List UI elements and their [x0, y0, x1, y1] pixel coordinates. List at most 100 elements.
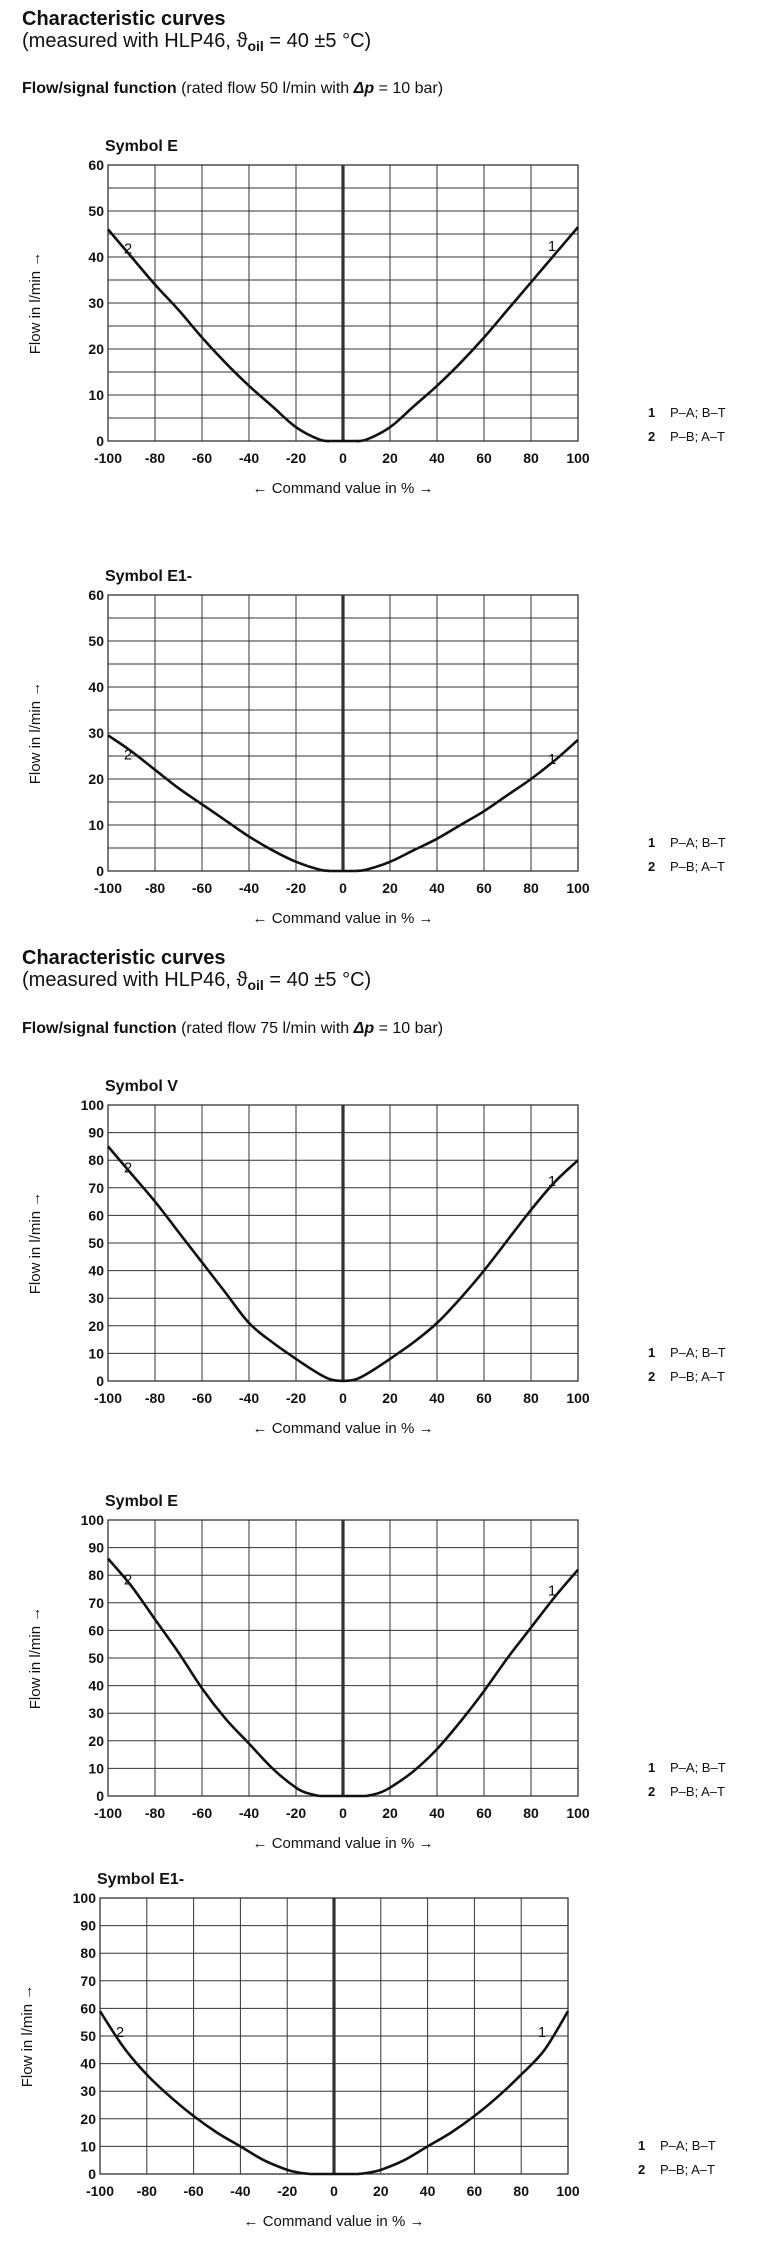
- x-tick-label: -80: [145, 1390, 165, 1406]
- legend-item: 2 P–B; A–T: [638, 2158, 716, 2182]
- x-tick-label: 0: [330, 2183, 338, 2199]
- y-tick-label: 50: [88, 1235, 104, 1251]
- legend-label: P–A; B–T: [670, 1760, 726, 1775]
- x-tick-label: 80: [523, 450, 539, 466]
- series-line-1: [354, 738, 579, 873]
- y-tick-label: 10: [88, 1760, 104, 1776]
- x-tick-label: 20: [382, 450, 398, 466]
- legend: 1 P–A; B–T 2 P–B; A–T: [638, 2134, 716, 2182]
- legend-number: 1: [638, 2138, 646, 2153]
- legend: 1 P–A; B–T 2 P–B; A–T: [648, 831, 726, 879]
- y-tick-label: 90: [88, 1125, 104, 1141]
- legend-item: 1 P–A; B–T: [638, 2134, 716, 2158]
- legend-label: P–A; B–T: [670, 405, 726, 420]
- y-axis-label: Flow in l/min →: [27, 1607, 44, 1710]
- series-line-1: [354, 226, 579, 443]
- x-tick-label: 100: [566, 880, 590, 896]
- y-axis-label: Flow in l/min →: [27, 1192, 44, 1295]
- legend-label: P–A; B–T: [670, 835, 726, 850]
- y-tick-label: 80: [88, 1152, 104, 1168]
- x-tick-label: 60: [476, 1390, 492, 1406]
- x-tick-label: 20: [382, 880, 398, 896]
- x-tick-label: -40: [239, 1805, 259, 1821]
- function-heading: Flow/signal function (rated flow 75 l/mi…: [22, 1020, 444, 1037]
- series-line-1: [342, 1159, 579, 1383]
- y-tick-label: 60: [88, 1622, 104, 1638]
- y-axis-label: Flow in l/min →: [19, 1985, 36, 2088]
- y-tick-label: 10: [80, 2138, 96, 2154]
- series-line-2: [107, 228, 332, 443]
- y-tick-label: 20: [88, 1733, 104, 1749]
- y-tick-label: 20: [88, 771, 104, 787]
- series-label-2: 2: [124, 746, 132, 763]
- legend-number: 1: [648, 835, 656, 850]
- y-tick-label: 50: [88, 203, 104, 219]
- legend-item: 2 P–B; A–T: [648, 1780, 726, 1804]
- x-tick-label: 20: [382, 1390, 398, 1406]
- function-heading: Flow/signal function (rated flow 50 l/mi…: [22, 80, 444, 97]
- series-label-2: 2: [124, 1572, 132, 1589]
- series-line-2: [107, 1557, 320, 1798]
- x-tick-label: 40: [429, 1805, 445, 1821]
- legend: 1 P–A; B–T 2 P–B; A–T: [648, 1756, 726, 1804]
- legend-number: 2: [648, 429, 656, 444]
- x-tick-label: -60: [192, 1390, 212, 1406]
- legend-number: 2: [648, 1369, 656, 1384]
- x-tick-label: 100: [566, 1390, 590, 1406]
- legend-item: 2 P–B; A–T: [648, 425, 726, 449]
- y-tick-label: 0: [96, 433, 104, 449]
- y-tick-label: 50: [88, 633, 104, 649]
- legend-number: 1: [648, 1760, 656, 1775]
- x-tick-label: -40: [239, 450, 259, 466]
- y-axis-label: Flow in l/min →: [27, 682, 44, 785]
- y-tick-label: 30: [80, 2083, 96, 2099]
- chart-svg: Symbol E -100 -80 -60 -40 -20 0 20 40 60 80 100 0 10 2…: [27, 138, 590, 497]
- y-tick-label: 20: [88, 1318, 104, 1334]
- x-tick-label: -60: [183, 2183, 203, 2199]
- section-subtitle: (measured with HLP46, ϑoil = 40 ±5 °C): [22, 30, 372, 54]
- y-tick-label: 100: [73, 1890, 97, 1906]
- legend-item: 1 P–A; B–T: [648, 401, 726, 425]
- x-tick-label: 40: [429, 1390, 445, 1406]
- chart-svg: Symbol E1- -100 -80 -60 -40 -20 0 20 40 60 80 100 0 1…: [19, 1871, 580, 2230]
- x-tick-label: 100: [556, 2183, 580, 2199]
- y-tick-label: 100: [81, 1097, 105, 1113]
- y-tick-label: 80: [80, 1945, 96, 1961]
- x-axis-label: ← Command value in % →: [253, 910, 434, 927]
- x-tick-label: 0: [339, 880, 347, 896]
- x-tick-label: 0: [339, 1390, 347, 1406]
- x-tick-label: 60: [476, 880, 492, 896]
- legend: 1 P–A; B–T 2 P–B; A–T: [648, 1341, 726, 1389]
- x-tick-label: 20: [373, 2183, 389, 2199]
- y-tick-label: 90: [88, 1540, 104, 1556]
- x-tick-label: 40: [420, 2183, 436, 2199]
- x-tick-label: 40: [429, 450, 445, 466]
- x-tick-label: 60: [476, 450, 492, 466]
- y-tick-label: 70: [88, 1180, 104, 1196]
- legend-number: 1: [648, 1345, 656, 1360]
- series-line-2: [107, 734, 332, 873]
- y-tick-label: 20: [88, 341, 104, 357]
- series-label-2: 2: [124, 240, 132, 257]
- chart-symbol-e1-50: Symbol E1- -100 -80 -60 -40 -20 0 20 40 60 80 100 0 1…: [0, 555, 772, 950]
- section-title: Characteristic curves: [22, 8, 226, 30]
- legend-label: P–A; B–T: [670, 1345, 726, 1360]
- series-label-2: 2: [124, 1159, 132, 1176]
- y-tick-label: 50: [88, 1650, 104, 1666]
- y-tick-label: 0: [88, 2166, 96, 2182]
- x-tick-label: -80: [145, 450, 165, 466]
- x-axis-label: ← Command value in % →: [244, 2213, 425, 2230]
- y-tick-label: 40: [88, 679, 104, 695]
- series-line-2: [107, 1145, 344, 1383]
- legend-number: 2: [638, 2162, 646, 2177]
- y-tick-label: 0: [96, 1373, 104, 1389]
- x-tick-label: -80: [137, 2183, 157, 2199]
- x-axis-label: ← Command value in % →: [253, 1420, 434, 1437]
- x-tick-label: -100: [94, 880, 122, 896]
- x-tick-label: -100: [86, 2183, 114, 2199]
- legend-item: 1 P–A; B–T: [648, 831, 726, 855]
- x-tick-label: 40: [429, 880, 445, 896]
- chart-symbol-e1-75: Symbol E1- -100 -80 -60 -40 -20 0 20 40 60 80 100 0 1…: [0, 1858, 772, 2253]
- legend-number: 2: [648, 859, 656, 874]
- chart-title: Symbol E: [105, 138, 178, 155]
